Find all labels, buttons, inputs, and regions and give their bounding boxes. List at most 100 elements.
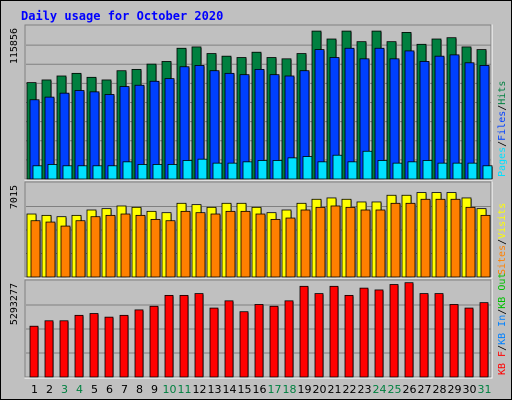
legend-item: Files [497, 111, 508, 141]
bar-sites [150, 218, 161, 278]
day-label: 8 [136, 383, 143, 396]
legend-item: Sites [497, 245, 508, 275]
day-label: 30 [463, 383, 477, 396]
bar-kb-f [149, 305, 159, 378]
bar-pages [482, 165, 493, 180]
bar-pages [107, 165, 118, 180]
bar-pages [407, 161, 418, 180]
bar-sites [120, 213, 131, 278]
bar-kb-f [194, 293, 204, 378]
legend-item: / [497, 239, 508, 245]
bar-sites [255, 213, 266, 278]
day-label: 27 [418, 383, 432, 396]
day-label: 28 [433, 383, 447, 396]
day-label: 25 [388, 383, 402, 396]
day-label: 10 [163, 383, 177, 396]
legend-item: Pages [497, 147, 508, 177]
bar-kb-f [74, 314, 84, 378]
day-label: 18 [283, 383, 297, 396]
chart-title: Daily usage for October 2020 [21, 9, 223, 23]
bar-kb-f [119, 314, 129, 378]
legend-item: / [497, 309, 508, 315]
legend-item: / [497, 345, 508, 351]
bar-pages [302, 156, 313, 180]
bar-kb-f [44, 320, 54, 378]
day-label: 20 [313, 383, 327, 396]
bar-files [449, 54, 460, 180]
bar-sites [195, 212, 206, 278]
bar-sites [180, 210, 191, 278]
bar-kb-f [389, 284, 399, 378]
bar-sites [390, 202, 401, 278]
day-label: 23 [358, 383, 372, 396]
bar-kb-f [224, 300, 234, 378]
bar-files [479, 65, 490, 180]
bar-sites [345, 206, 356, 278]
bar-sites [210, 213, 221, 278]
day-label: 15 [238, 383, 252, 396]
day-label: 16 [253, 383, 267, 396]
bar-sites [435, 198, 446, 278]
day-label: 9 [151, 383, 158, 396]
bar-kb-f [89, 313, 99, 378]
chart-panel-visits: 7015 Sites/Visits [9, 181, 508, 279]
bar-sites [330, 205, 341, 278]
bar-kb-f [179, 294, 189, 378]
day-label: 5 [91, 383, 98, 396]
bar-kb-f [314, 293, 324, 378]
legend-item: / [497, 105, 508, 111]
right-legend: Sites/Visits [497, 203, 508, 275]
right-legend: Pages/Files/Hits [497, 81, 508, 177]
bar-kb-f [404, 282, 414, 378]
day-label: 17 [268, 383, 282, 396]
bar-pages [317, 161, 328, 180]
bar-files [434, 55, 445, 180]
bar-files [314, 49, 325, 180]
bar-sites [375, 209, 386, 278]
bar-kb-f [254, 304, 264, 378]
bar-pages [77, 165, 88, 180]
day-label: 7 [121, 383, 128, 396]
bar-pages [437, 162, 448, 180]
bar-pages [92, 165, 103, 180]
bar-pages [422, 160, 433, 180]
bar-pages [227, 162, 238, 180]
bar-pages [152, 164, 163, 180]
day-label: 11 [178, 383, 192, 396]
day-label: 21 [328, 383, 342, 396]
bar-pages [212, 162, 223, 180]
bar-files [374, 47, 385, 180]
bar-kb-f [29, 325, 39, 378]
bar-pages [62, 165, 73, 180]
bar-sites [270, 218, 281, 278]
bar-sites [450, 198, 461, 278]
legend-item: Hits [497, 81, 508, 105]
bar-kb-f [299, 285, 309, 378]
bar-files [164, 78, 175, 180]
bar-sites [90, 216, 101, 278]
bar-kb-f [449, 304, 459, 378]
bar-sites [315, 206, 326, 278]
bar-sites [135, 214, 146, 278]
bar-sites [30, 220, 41, 278]
bar-sites [45, 221, 56, 278]
day-label: 4 [76, 383, 83, 396]
bar-pages [122, 161, 133, 180]
day-label: 1 [31, 383, 38, 396]
bar-pages [257, 160, 268, 180]
bar-sites [75, 220, 86, 278]
bar-kb-f [344, 294, 354, 378]
day-label: 12 [193, 383, 207, 396]
bar-pages [32, 165, 43, 180]
bar-pages [452, 162, 463, 180]
bar-pages [182, 160, 193, 180]
legend-item: / [497, 141, 508, 147]
bar-sites [420, 198, 431, 278]
bar-pages [137, 164, 148, 180]
y-max-label: 5293277 [9, 283, 20, 325]
day-axis-labels: 1 2 3 4 5 6 7 8 9 10 11 12 13 14 15 16 17 18 19 20 21 22 23 24 2… [31, 383, 492, 396]
bar-kb-f [134, 309, 144, 378]
